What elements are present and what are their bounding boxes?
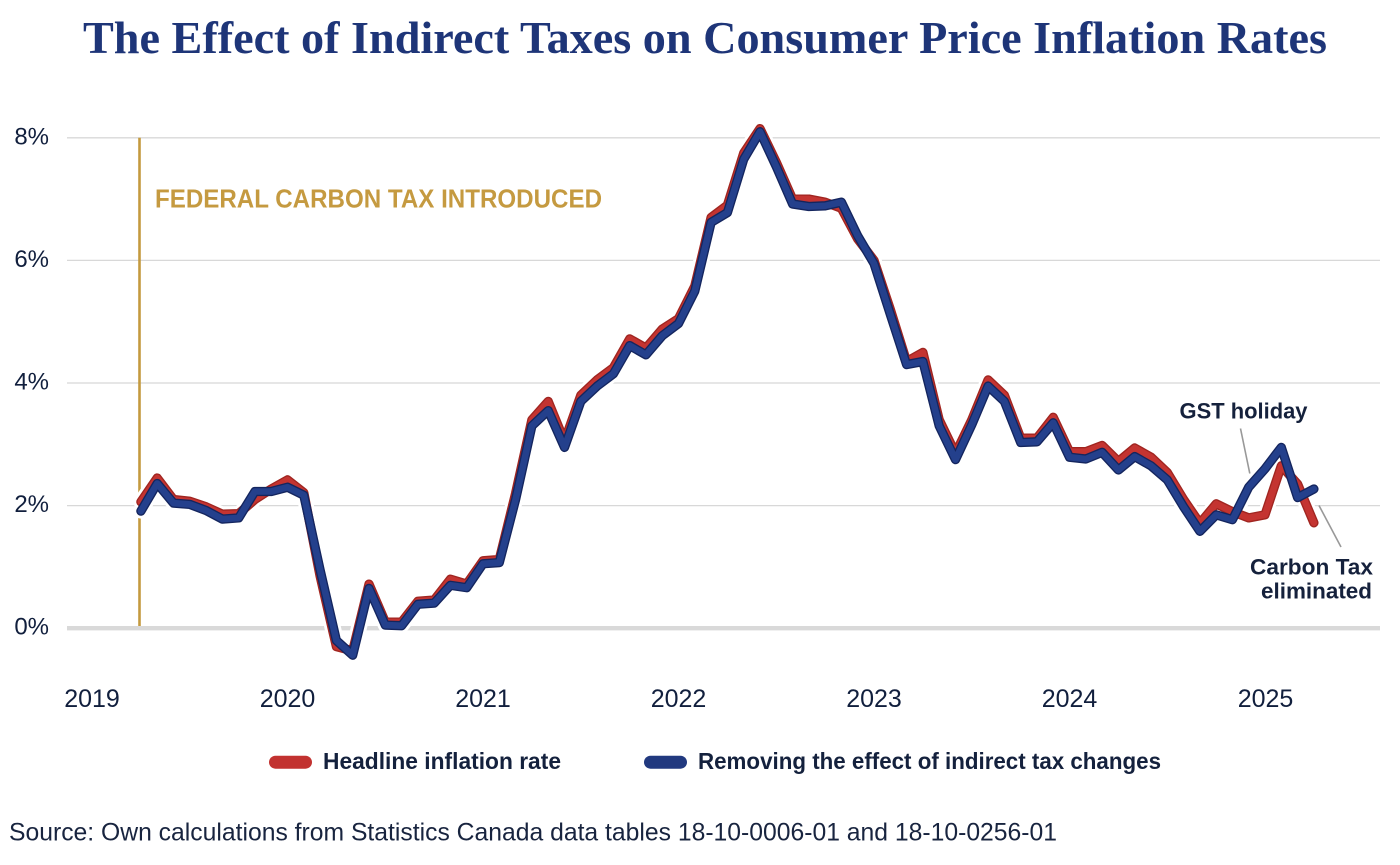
svg-text:eliminated: eliminated — [1261, 579, 1372, 604]
svg-text:FEDERAL CARBON TAX INTRODUCED: FEDERAL CARBON TAX INTRODUCED — [155, 183, 602, 213]
svg-text:2023: 2023 — [846, 685, 902, 713]
svg-text:2%: 2% — [14, 491, 49, 518]
svg-text:Removing the effect of indirec: Removing the effect of indirect tax chan… — [698, 748, 1161, 774]
svg-text:2019: 2019 — [64, 685, 120, 713]
svg-text:GST holiday: GST holiday — [1180, 399, 1308, 424]
svg-text:0%: 0% — [14, 614, 49, 641]
svg-text:2021: 2021 — [455, 685, 511, 713]
svg-text:2020: 2020 — [260, 685, 316, 713]
svg-text:Source: Own calculations from: Source: Own calculations from Statistics… — [9, 819, 1057, 847]
svg-text:2022: 2022 — [651, 685, 707, 713]
svg-text:The Effect of Indirect Taxes o: The Effect of Indirect Taxes on Consumer… — [83, 12, 1327, 63]
svg-text:4%: 4% — [14, 369, 49, 396]
svg-text:2025: 2025 — [1238, 685, 1294, 713]
svg-text:Headline inflation rate: Headline inflation rate — [323, 748, 561, 774]
svg-text:8%: 8% — [14, 123, 49, 150]
svg-text:2024: 2024 — [1042, 685, 1098, 713]
svg-text:Carbon Tax: Carbon Tax — [1250, 555, 1373, 580]
svg-text:6%: 6% — [14, 246, 49, 273]
